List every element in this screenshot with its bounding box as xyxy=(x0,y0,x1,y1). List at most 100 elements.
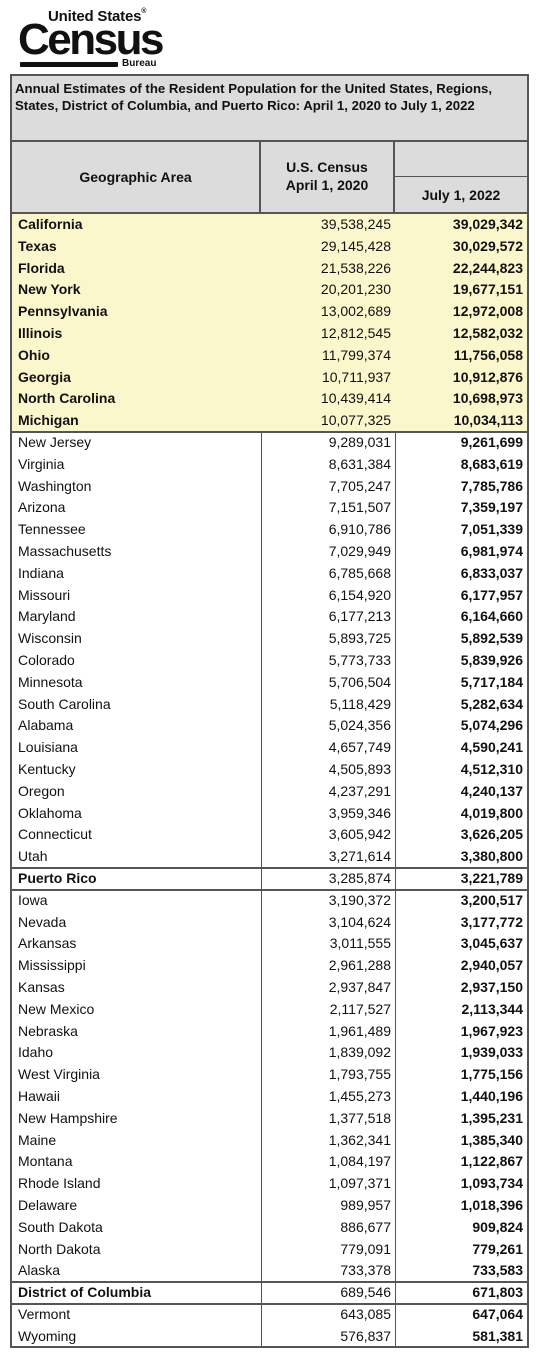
row-geographic-area: Texas xyxy=(18,237,57,254)
row-july-2022: 647,064 xyxy=(472,1306,523,1322)
row-census-2020: 576,837 xyxy=(340,1327,391,1344)
table-row: District of Columbia 689,546 671,803 xyxy=(12,1282,527,1304)
table-row: Oklahoma 3,959,346 4,019,800 xyxy=(12,803,527,825)
row-census-2020: 989,957 xyxy=(340,1197,391,1213)
row-geographic-area: Pennsylvania xyxy=(18,303,108,320)
row-july-2022: 12,582,032 xyxy=(452,325,523,341)
row-census-2020: 10,439,414 xyxy=(320,390,391,407)
row-july-2022: 5,074,296 xyxy=(460,717,523,734)
table-row: Wisconsin 5,893,725 5,892,539 xyxy=(12,628,527,650)
table-row: Alabama 5,024,356 5,074,296 xyxy=(12,715,527,737)
row-geographic-area: Vermont xyxy=(18,1306,71,1322)
table-row: Illinois 12,812,545 12,582,032 xyxy=(12,323,527,345)
row-census-2020: 1,455,273 xyxy=(328,1088,391,1104)
row-census-2020: 1,839,092 xyxy=(328,1044,391,1061)
row-census-2020: 3,011,555 xyxy=(329,935,391,952)
row-geographic-area: West Virginia xyxy=(18,1066,100,1083)
row-geographic-area: Ohio xyxy=(18,346,50,363)
table-row: Nebraska 1,961,489 1,967,923 xyxy=(12,1021,527,1043)
row-july-2022: 10,698,973 xyxy=(452,390,523,407)
table-row: Tennessee 6,910,786 7,051,339 xyxy=(12,519,527,541)
row-july-2022: 6,177,957 xyxy=(460,586,523,603)
table-row: Massachusetts 7,029,949 6,981,974 xyxy=(12,541,527,563)
row-geographic-area: Idaho xyxy=(18,1044,54,1061)
table-row: New Hampshire 1,377,518 1,395,231 xyxy=(12,1108,527,1130)
row-census-2020: 10,711,937 xyxy=(321,368,391,385)
row-july-2022: 2,937,150 xyxy=(460,979,523,995)
table-row: Texas 29,145,428 30,029,572 xyxy=(12,235,527,258)
table-row: Georgia 10,711,937 10,912,876 xyxy=(12,366,527,389)
row-census-2020: 1,793,755 xyxy=(328,1066,391,1083)
row-july-2022: 909,824 xyxy=(472,1218,523,1235)
table-row: North Carolina 10,439,414 10,698,973 xyxy=(12,388,527,411)
row-census-2020: 8,631,384 xyxy=(328,455,391,472)
population-table: Annual Estimates of the Resident Populat… xyxy=(10,74,529,1348)
table-row: Alaska 733,378 733,583 xyxy=(12,1260,527,1282)
table-row: Vermont 643,085 647,064 xyxy=(12,1304,527,1326)
row-geographic-area: Tennessee xyxy=(18,521,86,538)
row-july-2022: 3,200,517 xyxy=(460,891,523,908)
row-july-2022: 7,785,786 xyxy=(460,477,523,494)
row-geographic-area: North Carolina xyxy=(18,390,116,407)
table-row: Nevada 3,104,624 3,177,772 xyxy=(12,912,527,934)
table-row: Utah 3,271,614 3,380,800 xyxy=(12,846,527,868)
row-group-separator xyxy=(12,431,527,433)
row-census-2020: 1,084,197 xyxy=(328,1153,391,1170)
row-july-2022: 5,892,539 xyxy=(460,630,523,647)
row-geographic-area: California xyxy=(18,216,83,232)
row-census-2020: 11,799,374 xyxy=(321,346,391,363)
row-geographic-area: Oklahoma xyxy=(18,804,82,821)
row-census-2020: 733,378 xyxy=(340,1262,391,1279)
row-census-2020: 6,910,786 xyxy=(328,521,391,538)
table-row: South Carolina 5,118,429 5,282,634 xyxy=(12,694,527,716)
row-july-2022: 3,045,637 xyxy=(460,935,523,952)
row-july-2022: 1,122,867 xyxy=(460,1153,523,1170)
row-geographic-area: Missouri xyxy=(18,586,71,603)
row-july-2022: 1,385,340 xyxy=(460,1131,523,1148)
row-july-2022: 1,093,734 xyxy=(460,1175,523,1192)
row-july-2022: 11,756,058 xyxy=(453,346,523,363)
row-july-2022: 581,381 xyxy=(472,1327,523,1344)
row-july-2022: 4,019,800 xyxy=(460,804,523,821)
row-census-2020: 1,961,489 xyxy=(328,1022,391,1039)
row-census-2020: 689,546 xyxy=(340,1284,391,1301)
row-census-2020: 2,117,527 xyxy=(329,1000,391,1017)
row-census-2020: 5,893,725 xyxy=(328,630,391,647)
row-geographic-area: New Jersey xyxy=(18,434,92,450)
table-row: Maine 1,362,341 1,385,340 xyxy=(12,1130,527,1152)
row-july-2022: 6,981,974 xyxy=(460,543,523,559)
row-census-2020: 3,959,346 xyxy=(328,804,391,821)
row-census-2020: 5,773,733 xyxy=(328,652,391,668)
row-census-2020: 5,706,504 xyxy=(328,673,391,690)
row-july-2022: 733,583 xyxy=(472,1262,523,1279)
table-row: Washington 7,705,247 7,785,786 xyxy=(12,476,527,498)
row-july-2022: 1,967,923 xyxy=(460,1022,523,1039)
logo-line-census: Census xyxy=(18,15,164,64)
row-census-2020: 4,657,749 xyxy=(328,739,391,756)
table-row: Minnesota 5,706,504 5,717,184 xyxy=(12,672,527,694)
table-row: Kentucky 4,505,893 4,512,310 xyxy=(12,759,527,781)
header-estimate-group-cell xyxy=(395,142,527,177)
row-census-2020: 2,937,847 xyxy=(328,979,391,995)
row-census-2020: 4,505,893 xyxy=(328,761,391,777)
row-geographic-area: North Dakota xyxy=(18,1240,101,1257)
row-geographic-area: Kentucky xyxy=(18,761,76,777)
row-census-2020: 7,029,949 xyxy=(328,543,391,559)
row-july-2022: 7,359,197 xyxy=(460,499,523,516)
row-geographic-area: Alabama xyxy=(18,717,74,734)
table-title: Annual Estimates of the Resident Populat… xyxy=(12,76,527,142)
row-census-2020: 39,538,245 xyxy=(320,216,391,232)
row-july-2022: 10,912,876 xyxy=(452,368,523,385)
row-census-2020: 1,362,341 xyxy=(328,1131,391,1148)
row-geographic-area: Indiana xyxy=(18,564,64,581)
table-header: Geographic Area U.S. Census April 1, 202… xyxy=(12,142,527,214)
row-geographic-area: Iowa xyxy=(18,891,48,908)
row-census-2020: 20,201,230 xyxy=(320,281,391,298)
row-july-2022: 3,177,772 xyxy=(460,913,523,930)
row-geographic-area: Colorado xyxy=(18,652,75,668)
row-july-2022: 5,839,926 xyxy=(460,652,523,668)
row-group-separator xyxy=(12,1281,527,1284)
row-geographic-area: South Carolina xyxy=(18,695,111,712)
row-census-2020: 3,285,874 xyxy=(328,870,391,886)
row-geographic-area: Oregon xyxy=(18,782,65,799)
